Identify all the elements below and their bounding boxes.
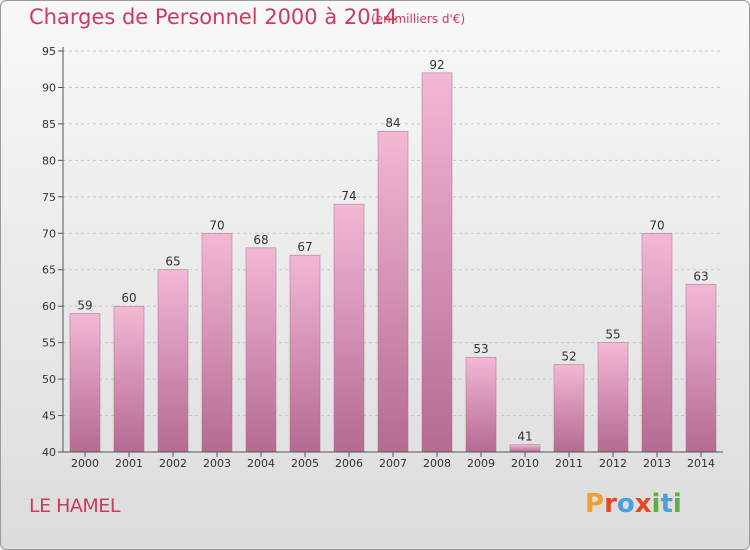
bar [289, 254, 321, 453]
data-label: 63 [693, 269, 708, 283]
data-label: 52 [561, 350, 576, 364]
y-tick-label: 60 [42, 300, 56, 313]
x-tick-label: 2008 [423, 457, 451, 470]
x-tick-label: 2003 [203, 457, 231, 470]
axes: 40 45 50 55 60 65 70 75 80 85 90 95 2000 2001 2002 2003… [42, 45, 723, 470]
y-tick-label: 50 [42, 373, 56, 386]
bar [333, 203, 365, 453]
bar [69, 313, 101, 453]
bar [685, 284, 717, 453]
bar [553, 364, 585, 453]
y-tick-label: 45 [42, 410, 56, 423]
bar [377, 130, 409, 453]
x-tick-label: 2014 [687, 457, 715, 470]
y-tick-label: 80 [42, 154, 56, 167]
bar [245, 247, 277, 453]
y-tick-label: 65 [42, 264, 56, 277]
data-label: 92 [429, 58, 444, 72]
bar [201, 233, 233, 453]
commune-name: LE HAMEL [29, 495, 120, 517]
chart-subtitle: (en milliers d'€) [371, 12, 466, 26]
chart-title: Charges de Personnel 2000 à 2014 [29, 5, 398, 29]
bar [597, 342, 629, 453]
x-tick-label: 2007 [379, 457, 407, 470]
data-label: 74 [341, 189, 356, 203]
bar [465, 356, 497, 453]
proxiti-logo: Proxiti [585, 489, 682, 519]
bar [641, 233, 673, 453]
data-label: 70 [649, 218, 664, 232]
data-label: 67 [297, 240, 312, 254]
data-label: 70 [209, 218, 224, 232]
bar [113, 305, 145, 453]
x-tick-label: 2005 [291, 457, 319, 470]
y-tick-label: 90 [42, 81, 56, 94]
data-label: 41 [517, 430, 532, 444]
x-tick-label: 2010 [511, 457, 539, 470]
x-tick-label: 2002 [159, 457, 187, 470]
y-tick-label: 70 [42, 227, 56, 240]
bars: 59 60 65 70 68 67 74 84 92 53 41 52 55 70 63 [69, 58, 717, 453]
y-tick-label: 75 [42, 191, 56, 204]
y-tick-label: 95 [42, 45, 56, 58]
y-tick-label: 85 [42, 118, 56, 131]
x-tick-label: 2012 [599, 457, 627, 470]
bar [509, 444, 541, 453]
y-tick-label: 40 [42, 446, 56, 459]
x-tick-label: 2006 [335, 457, 363, 470]
x-tick-label: 2001 [115, 457, 143, 470]
x-tick-label: 2009 [467, 457, 495, 470]
data-label: 84 [385, 116, 400, 130]
data-label: 68 [253, 233, 268, 247]
x-tick-label: 2011 [555, 457, 583, 470]
bar [157, 269, 189, 453]
y-tick-label: 55 [42, 337, 56, 350]
x-tick-label: 2013 [643, 457, 671, 470]
data-label: 53 [473, 342, 488, 356]
data-label: 55 [605, 328, 620, 342]
data-label: 59 [77, 298, 92, 312]
bar [421, 72, 453, 453]
x-tick-label: 2004 [247, 457, 275, 470]
data-label: 60 [121, 291, 136, 305]
x-tick-label: 2000 [71, 457, 99, 470]
data-label: 65 [165, 255, 180, 269]
